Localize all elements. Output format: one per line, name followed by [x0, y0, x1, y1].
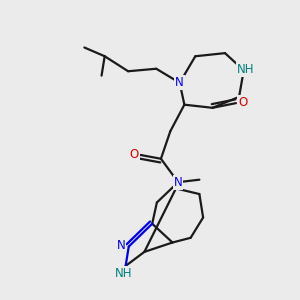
Text: O: O — [238, 96, 248, 109]
Text: O: O — [130, 148, 139, 160]
Text: N: N — [175, 76, 184, 89]
Text: N: N — [174, 176, 182, 189]
Text: NH: NH — [114, 267, 132, 280]
Text: N: N — [117, 239, 125, 252]
Text: NH: NH — [237, 63, 254, 76]
